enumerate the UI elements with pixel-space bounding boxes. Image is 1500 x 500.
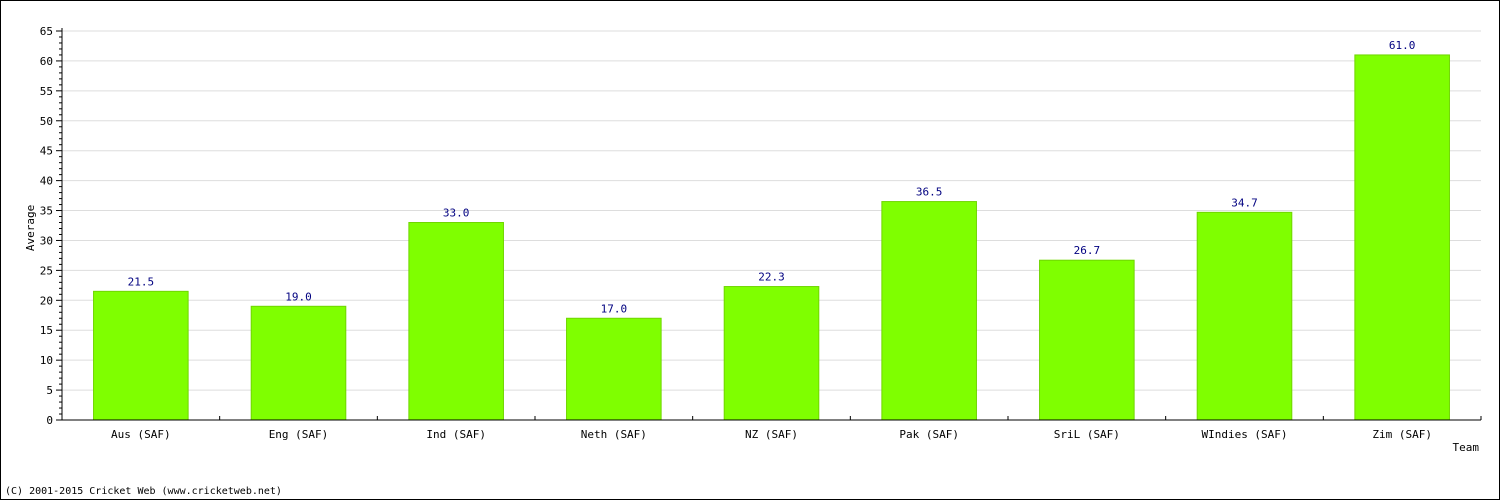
bar [723, 286, 820, 421]
x-tick-label: Aus (SAF) [111, 428, 171, 441]
bar [93, 290, 189, 421]
bar-value-label: 33.0 [443, 207, 470, 220]
x-tick-label: Eng (SAF) [269, 428, 329, 441]
bar-value-label: 22.3 [758, 271, 785, 284]
bar [250, 305, 347, 421]
copyright-notice: (C) 2001-2015 Cricket Web (www.cricketwe… [5, 486, 282, 497]
y-tick-label: 60 [40, 55, 53, 68]
y-tick-label: 30 [40, 234, 53, 247]
bar [1196, 211, 1293, 421]
x-tick-label: NZ (SAF) [745, 428, 798, 441]
bar [1039, 259, 1135, 421]
bar-value-label: 17.0 [601, 302, 628, 315]
bar [881, 201, 977, 421]
axes [56, 28, 1482, 421]
y-tick-label: 15 [40, 324, 53, 337]
bar-value-label: 34.7 [1231, 196, 1258, 209]
x-tick-label: Pak (SAF) [899, 428, 959, 441]
bar-value-label: 61.0 [1389, 39, 1416, 52]
y-tick-label: 25 [40, 264, 53, 277]
x-tick-label: Ind (SAF) [426, 428, 486, 441]
x-tick-label: WIndies (SAF) [1201, 428, 1287, 441]
bar-value-label: 21.5 [128, 275, 155, 288]
bar [408, 222, 504, 421]
x-tick-label: Zim (SAF) [1372, 428, 1432, 441]
y-tick-label: 0 [46, 414, 53, 427]
bar-value-label: 36.5 [916, 186, 943, 199]
bar-value-label: 26.7 [1074, 244, 1101, 257]
y-tick-label: 45 [40, 145, 53, 158]
y-tick-label: 55 [40, 85, 53, 98]
y-tick-label: 65 [40, 25, 53, 38]
x-axis-title: Team [1453, 441, 1480, 454]
y-tick-label: 20 [40, 294, 53, 307]
x-tick-label: SriL (SAF) [1054, 428, 1120, 441]
y-tick-label: 5 [46, 384, 53, 397]
y-tick-label: 10 [40, 354, 53, 367]
bar-value-label: 19.0 [285, 290, 312, 303]
bars [93, 54, 1450, 421]
labels: 21.5 19.0 33.0 17.0 22.3 36.5 26.7 34.7 61.0 0 5 10… [40, 25, 1432, 441]
x-tick-label: Neth (SAF) [581, 428, 647, 441]
y-tick-label: 40 [40, 175, 53, 188]
bar [566, 317, 662, 421]
y-tick-label: 35 [40, 205, 53, 218]
y-tick-label: 50 [40, 115, 53, 128]
bar [1354, 54, 1450, 421]
y-axis-title: Average [24, 205, 37, 251]
